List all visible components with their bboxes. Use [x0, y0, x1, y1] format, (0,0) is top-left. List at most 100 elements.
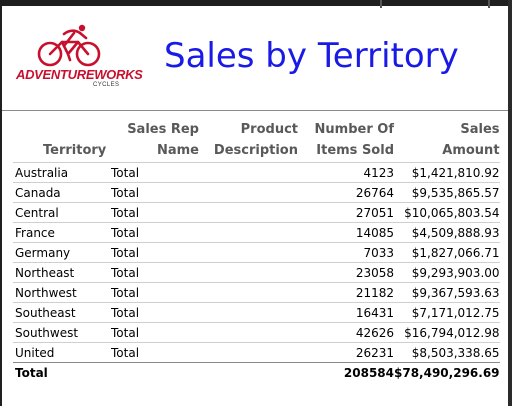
sales-rep-cell: Total: [111, 162, 161, 183]
product-cell: [199, 322, 298, 343]
total-sales-amount: $78,490,296.69: [394, 362, 500, 382]
sales-amount-cell: $9,293,903.00: [394, 262, 500, 283]
items-sold-cell: 23058: [298, 262, 394, 283]
grand-total-row: Total 208584 $78,490,296.69: [13, 362, 500, 382]
table-row: Southeast Total 16431 $7,171,012.75: [13, 302, 500, 323]
cyclist-logo-icon: [37, 24, 101, 67]
sales-rep-cell: Total: [111, 322, 161, 343]
sales-amount-cell: $10,065,803.54: [394, 202, 500, 223]
product-cell: [199, 302, 298, 323]
items-sold-cell: 42626: [298, 322, 394, 343]
spacer-cell: [161, 182, 199, 203]
product-cell: [199, 262, 298, 283]
items-sold-cell: 21182: [298, 282, 394, 303]
table-row: Southwest Total 42626 $16,794,012.98: [13, 322, 500, 343]
col-header-territory[interactable]: Territory: [13, 119, 111, 163]
territory-cell: Canada: [13, 182, 111, 203]
sales-table: Territory Sales Rep Name Product Descrip…: [13, 119, 500, 382]
ruler-tick: [380, 0, 382, 8]
header-items-line2: Items Sold: [316, 143, 394, 158]
window-right-border: [508, 0, 512, 406]
table-row: Canada Total 26764 $9,535,865.57: [13, 182, 500, 203]
product-cell: [199, 202, 298, 223]
total-label: Total: [13, 362, 111, 382]
items-sold-cell: 16431: [298, 302, 394, 323]
header-product-line1: Product: [240, 122, 298, 137]
items-sold-cell: 4123: [298, 162, 394, 183]
table-row: United Total 26231 $8,503,338.65: [13, 342, 500, 363]
spacer-cell: [161, 302, 199, 323]
total-product-cell: [199, 362, 298, 382]
spacer-cell: [161, 242, 199, 263]
territory-cell: Northeast: [13, 262, 111, 283]
ruler-tick: [488, 0, 490, 8]
territory-cell: Germany: [13, 242, 111, 263]
logo-sub-text: CYCLES: [93, 82, 120, 88]
spacer-cell: [161, 282, 199, 303]
items-sold-cell: 7033: [298, 242, 394, 263]
table-header-row: Territory Sales Rep Name Product Descrip…: [13, 119, 500, 163]
total-rep-cell: [111, 362, 161, 382]
product-cell: [199, 242, 298, 263]
table-row: France Total 14085 $4,509,888.93: [13, 222, 500, 243]
table-row: Germany Total 7033 $1,827,066.71: [13, 242, 500, 263]
sales-rep-cell: Total: [111, 202, 161, 223]
territory-cell: Central: [13, 202, 111, 223]
spacer-cell: [161, 162, 199, 183]
items-sold-cell: 26764: [298, 182, 394, 203]
sales-amount-cell: $9,367,593.63: [394, 282, 500, 303]
window-left-border: [0, 0, 2, 406]
logo-brand-text: ADVENTUREWORKS: [16, 67, 143, 82]
sales-rep-cell: Total: [111, 182, 161, 203]
spacer-cell: [161, 322, 199, 343]
territory-cell: France: [13, 222, 111, 243]
spacer-cell: [161, 222, 199, 243]
sales-rep-cell: Total: [111, 342, 161, 363]
header-territory-label: Territory: [43, 143, 107, 158]
header-items-line1: Number Of: [314, 122, 394, 137]
report-title: Sales by Territory: [164, 36, 459, 76]
adventureworks-logo: ADVENTUREWORKS CYCLES: [16, 24, 143, 90]
header-product-line2: Description: [213, 143, 298, 158]
spacer-cell: [161, 262, 199, 283]
territory-cell: Northwest: [13, 282, 111, 303]
header-sales-rep-line2: Name: [156, 143, 199, 158]
product-cell: [199, 182, 298, 203]
window-top-border: [0, 0, 512, 6]
header-amount-line2: Amount: [442, 143, 500, 158]
col-header-items-sold[interactable]: Number Of Items Sold: [298, 119, 394, 163]
header-amount-line1: Sales: [460, 122, 500, 137]
items-sold-cell: 27051: [298, 202, 394, 223]
territory-cell: United: [13, 342, 111, 363]
items-sold-cell: 14085: [298, 222, 394, 243]
header-divider: [2, 110, 508, 111]
sales-rep-cell: Total: [111, 282, 161, 303]
sales-amount-cell: $9,535,865.57: [394, 182, 500, 203]
sales-rep-cell: Total: [111, 262, 161, 283]
territory-cell: Southwest: [13, 322, 111, 343]
sales-amount-cell: $1,827,066.71: [394, 242, 500, 263]
territory-cell: Australia: [13, 162, 111, 183]
sales-amount-cell: $1,421,810.92: [394, 162, 500, 183]
territory-cell: Southeast: [13, 302, 111, 323]
table-row: Central Total 27051 $10,065,803.54: [13, 202, 500, 223]
col-header-product[interactable]: Product Description: [199, 119, 298, 163]
product-cell: [199, 342, 298, 363]
col-header-sales-amount[interactable]: Sales Amount: [394, 119, 500, 163]
sales-rep-cell: Total: [111, 222, 161, 243]
spacer-cell: [161, 202, 199, 223]
items-sold-cell: 26231: [298, 342, 394, 363]
spacer-cell: [161, 342, 199, 363]
sales-amount-cell: $16,794,012.98: [394, 322, 500, 343]
product-cell: [199, 282, 298, 303]
col-header-sales-rep[interactable]: Sales Rep Name: [111, 119, 199, 163]
total-spacer-cell: [161, 362, 199, 382]
sales-amount-cell: $4,509,888.93: [394, 222, 500, 243]
sales-amount-cell: $8,503,338.65: [394, 342, 500, 363]
total-items-sold: 208584: [298, 362, 394, 382]
sales-rep-cell: Total: [111, 242, 161, 263]
sales-rep-cell: Total: [111, 302, 161, 323]
table-row: Northwest Total 21182 $9,367,593.63: [13, 282, 500, 303]
product-cell: [199, 222, 298, 243]
table-row: Australia Total 4123 $1,421,810.92: [13, 162, 500, 183]
